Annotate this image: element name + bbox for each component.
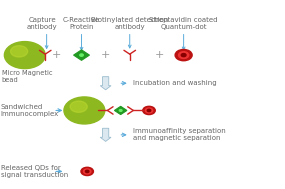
Circle shape: [145, 108, 153, 113]
Text: +: +: [101, 50, 110, 60]
Circle shape: [178, 52, 189, 58]
FancyArrow shape: [100, 128, 111, 141]
Text: +: +: [51, 50, 61, 60]
Text: Micro Magnetic
bead: Micro Magnetic bead: [1, 70, 52, 83]
Circle shape: [11, 46, 28, 57]
Text: Incubation and washing: Incubation and washing: [133, 80, 216, 86]
Text: Released QDs for
signal transduction: Released QDs for signal transduction: [1, 165, 68, 178]
FancyArrow shape: [100, 77, 111, 90]
Text: Capture
antibody: Capture antibody: [27, 17, 58, 30]
Text: +: +: [155, 50, 164, 60]
Circle shape: [84, 169, 91, 174]
Circle shape: [86, 170, 89, 173]
Polygon shape: [74, 50, 89, 60]
Circle shape: [4, 42, 45, 69]
Circle shape: [143, 106, 155, 115]
Text: Sandwiched
Immunocomplex: Sandwiched Immunocomplex: [1, 104, 59, 117]
Circle shape: [119, 110, 122, 111]
Text: Immunoaffinity separation
and magnetic separation: Immunoaffinity separation and magnetic s…: [133, 128, 225, 141]
Text: C-Reactive
Protein: C-Reactive Protein: [63, 17, 100, 30]
Polygon shape: [114, 106, 127, 115]
Circle shape: [64, 97, 105, 124]
Circle shape: [181, 53, 186, 57]
Circle shape: [147, 109, 151, 112]
Text: Biotinylated detection
antibody: Biotinylated detection antibody: [91, 17, 168, 30]
Circle shape: [81, 167, 93, 176]
Circle shape: [70, 101, 87, 112]
Text: Streptavidin coated
Quantum-dot: Streptavidin coated Quantum-dot: [149, 17, 218, 30]
Circle shape: [175, 50, 192, 61]
Circle shape: [80, 54, 83, 56]
